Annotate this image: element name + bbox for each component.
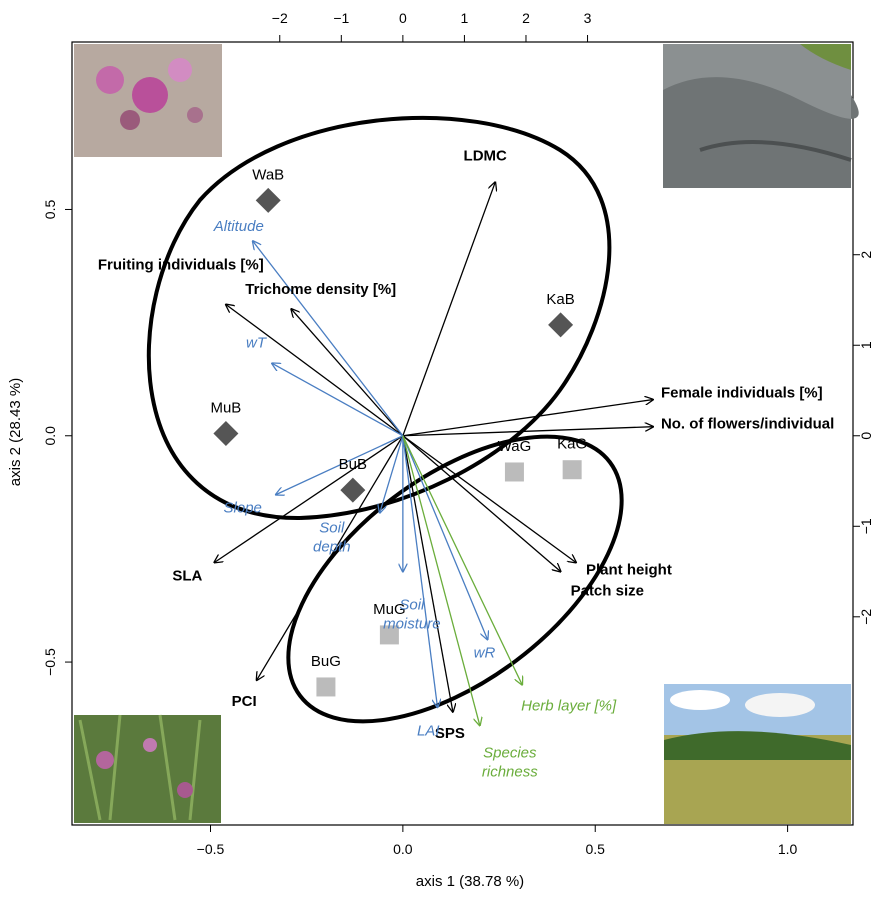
- site-marker-kab: [548, 312, 574, 338]
- right-axis: 2 1 0 −1 −2: [853, 251, 874, 625]
- photo-inset-rock-top-right: [663, 44, 859, 188]
- top-axis: −2 −1 0 1 2 3: [272, 10, 592, 42]
- trait-label-trichome-density: Trichome density [%]: [245, 281, 396, 298]
- site-marker-bug: [316, 677, 336, 697]
- top-tick-label: −2: [272, 10, 288, 26]
- top-tick-label: 0: [399, 10, 407, 26]
- environment-vector-lai: [402, 435, 438, 708]
- trait-label-female-individuals: Female individuals [%]: [661, 385, 823, 402]
- trait-vector-fruiting-individuals: [226, 305, 404, 437]
- right-tick-label: −2: [858, 609, 874, 625]
- trait-label-sla: SLA: [172, 567, 202, 584]
- x-tick-label: 1.0: [778, 841, 798, 857]
- bottom-axis: −0.5 0.0 0.5 1.0: [197, 825, 798, 857]
- species-vector-species-richness: [402, 435, 480, 726]
- right-tick-label: −1: [858, 518, 874, 534]
- trait-label-patch-size: Patch size: [571, 583, 644, 600]
- vector-labels: LDMC Fruiting individuals [%] Trichome den…: [98, 147, 834, 780]
- site-label-kag: KaG: [557, 436, 587, 453]
- site-label-bub: BuB: [339, 456, 367, 473]
- trait-vector-sla: [214, 435, 404, 563]
- y-tick-label: 0.0: [42, 426, 58, 446]
- trait-vector-trichome-density: [291, 309, 404, 437]
- top-tick-label: 3: [584, 10, 592, 26]
- environment-label-wt: wT: [246, 334, 268, 351]
- photo-inset-flower-top-left: [74, 44, 222, 157]
- site-label-kab: KaB: [546, 291, 574, 308]
- top-tick-label: 2: [522, 10, 530, 26]
- y-tick-label: 0.5: [42, 200, 58, 220]
- right-tick-label: 0: [858, 432, 874, 440]
- site-label-mub: MuB: [210, 400, 241, 417]
- ellipse-b-sites: [146, 115, 612, 521]
- trait-label-sps: SPS: [435, 725, 465, 742]
- environment-vector-wt: [272, 363, 404, 437]
- trait-label-plant-height: Plant height: [586, 561, 672, 578]
- trait-vector-sps: [402, 435, 453, 712]
- ellipse-g-sites: [286, 434, 624, 724]
- trait-label-no-of-flowers-individual: No. of flowers/individual: [661, 416, 834, 433]
- site-marker-mub: [213, 421, 239, 446]
- environment-vector-soil-depth: [380, 435, 404, 513]
- photo-inset-meadow-bottom-right: [664, 684, 851, 824]
- environment-vector-altitude: [253, 241, 404, 437]
- trait-label-ldmc: LDMC: [464, 147, 507, 164]
- site-label-mug: MuG: [373, 601, 406, 618]
- site-marker-bub: [340, 477, 366, 503]
- left-axis: −0.5 0.0 0.5: [42, 200, 72, 676]
- site-marker-wag: [504, 462, 524, 482]
- environment-vector-wr: [402, 435, 488, 640]
- site-label-bug: BuG: [311, 653, 341, 670]
- environment-label-lai: LAI: [417, 722, 440, 739]
- x-tick-label: 0.5: [585, 841, 605, 857]
- environment-label-wr: wR: [474, 644, 496, 661]
- species-vector-herb-layer: [402, 435, 522, 685]
- environment-label-soil-depth: Soil: [319, 520, 345, 537]
- trait-vector-no-of-flowers-individual: [402, 427, 653, 437]
- environment-label-soil-moisture: moisture: [383, 616, 441, 633]
- group-ellipses: [146, 115, 624, 724]
- environment-label-altitude: Altitude: [213, 218, 264, 235]
- environment-label-soil-moisture: Soil: [399, 597, 425, 614]
- y-tick-label: −0.5: [42, 648, 58, 676]
- environment-vector-slope: [276, 435, 404, 495]
- right-tick-label: 1: [858, 341, 874, 349]
- species-label-herb-layer: Herb layer [%]: [521, 698, 617, 715]
- photo-inset-flower-bottom-left: [74, 714, 221, 823]
- environment-label-soil-depth: depth: [313, 539, 351, 556]
- vector-arrows: [214, 182, 653, 725]
- top-tick-label: −1: [333, 10, 349, 26]
- x-axis-title: axis 1 (38.78 %): [416, 873, 524, 890]
- trait-vector-ldmc: [402, 182, 495, 436]
- site-marker-wab: [255, 187, 281, 213]
- right-tick-label: 2: [858, 251, 874, 259]
- species-label-species-richness: richness: [482, 763, 538, 780]
- site-label-wab: WaB: [252, 166, 284, 183]
- site-label-wag: WaG: [498, 438, 532, 455]
- site-marker-mug: [379, 625, 399, 645]
- trait-label-fruiting-individuals: Fruiting individuals [%]: [98, 257, 264, 274]
- x-tick-label: 0.0: [393, 841, 413, 857]
- plot-frame: [71, 41, 854, 826]
- trait-label-pci: PCI: [232, 693, 257, 710]
- y-axis-title: axis 2 (28.43 %): [7, 378, 24, 486]
- site-marker-kag: [562, 460, 582, 480]
- trait-vector-female-individuals: [402, 400, 653, 437]
- species-label-species-richness: Species: [483, 744, 537, 761]
- environment-label-slope: Slope: [224, 500, 262, 517]
- site-markers: WaB KaB MuB BuB WaG KaG MuG BuG: [210, 166, 587, 697]
- trait-vector-plant-height: [402, 435, 576, 563]
- x-tick-label: −0.5: [197, 841, 225, 857]
- top-tick-label: 1: [461, 10, 469, 26]
- trait-vector-pci: [257, 435, 404, 680]
- trait-vector-patch-size: [402, 435, 561, 572]
